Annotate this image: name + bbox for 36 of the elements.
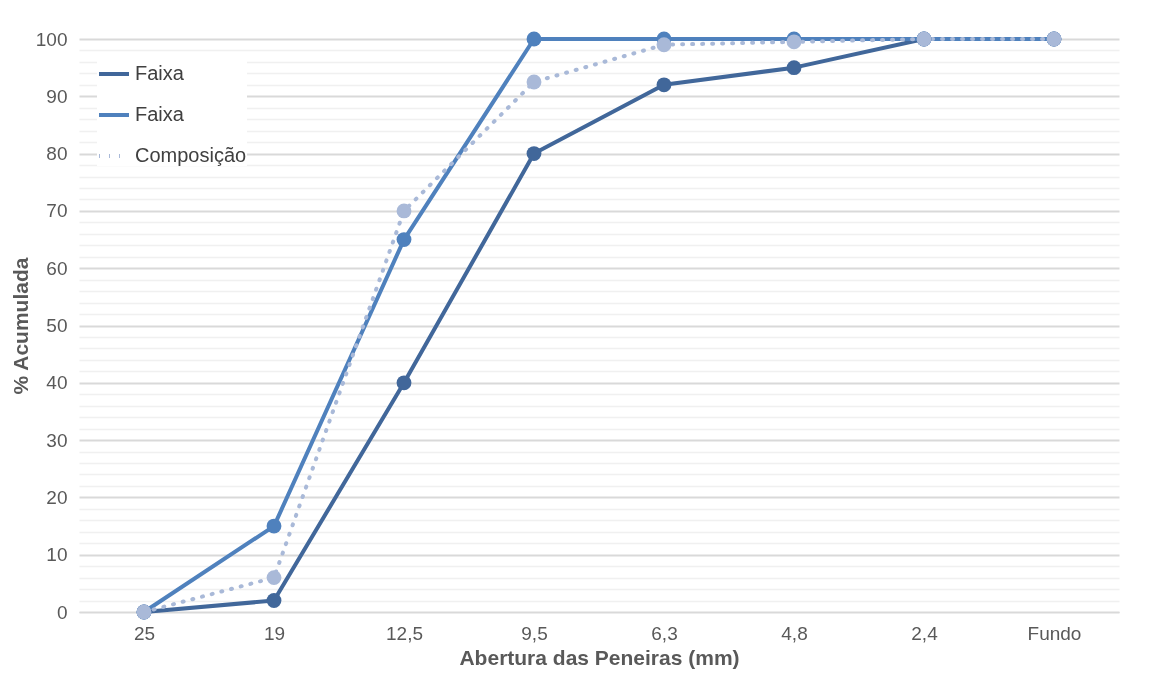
x-tick-label: 9,5 (521, 622, 548, 644)
point (656, 37, 672, 53)
y-tick-label: 100 (35, 28, 68, 50)
point (396, 375, 412, 391)
y-tick-label: 30 (46, 429, 68, 451)
x-tick-label: Fundo (1027, 622, 1082, 644)
point (266, 518, 282, 534)
x-tick-label: 25 (133, 622, 156, 644)
point (526, 74, 542, 90)
x-tick-label: 19 (263, 622, 286, 644)
y-axis-title: % Acumulada (8, 257, 32, 395)
point (266, 593, 282, 608)
point (786, 60, 802, 76)
y-tick-label: 0 (56, 601, 68, 623)
point (396, 232, 412, 247)
y-tick-label: 40 (46, 372, 68, 394)
x-tick-label: 6,3 (651, 622, 678, 644)
legend-label: Composição (135, 144, 247, 166)
x-tick-label: 4,8 (781, 622, 808, 644)
y-tick-label: 90 (46, 85, 68, 107)
point (656, 77, 672, 93)
legend-label: Faixa (135, 103, 185, 125)
y-tick-label: 10 (46, 544, 68, 566)
y-tick-label: 50 (46, 315, 68, 336)
point (396, 203, 412, 219)
legend-label: Faixa (135, 62, 185, 84)
point (266, 570, 282, 586)
x-tick-label: 12,5 (386, 622, 423, 644)
y-tick-label: 70 (46, 200, 68, 222)
point (526, 146, 542, 161)
x-tick-label: 2,4 (911, 622, 939, 644)
point (526, 31, 542, 47)
x-axis-title: Abertura das Peneiras (mm) (459, 645, 740, 669)
y-tick-label: 60 (46, 257, 68, 279)
y-tick-label: 20 (46, 486, 68, 508)
y-tick-label: 80 (46, 143, 68, 165)
